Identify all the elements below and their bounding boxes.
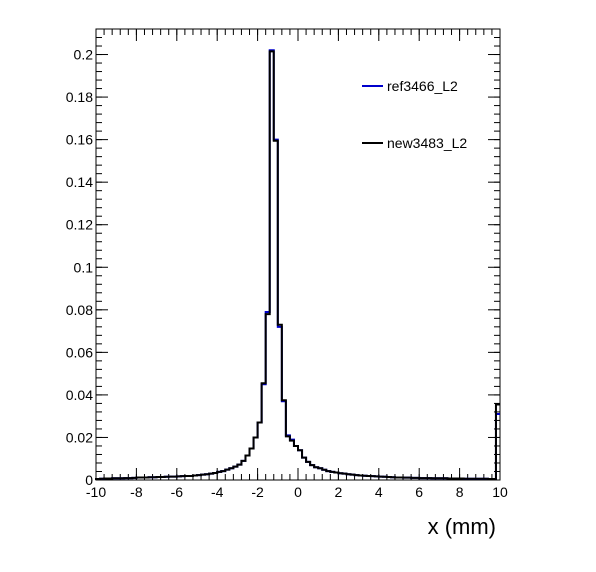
x-tick-label: 0 [294, 484, 302, 500]
legend-label: ref3466_L2 [387, 78, 458, 94]
series-line-new3483_L2 [95, 50, 500, 480]
y-tick-label: 0.12 [66, 217, 93, 233]
axis-tick-labels: -10 -8 -6 -4 -2 0 2 4 6 8 10 0 0.02 0.04 0.06 0.08 0.1 0.… [66, 47, 508, 500]
x-tick-label: 6 [415, 484, 423, 500]
y-tick-label: 0.16 [66, 132, 93, 148]
y-tick-label: 0.08 [66, 302, 93, 318]
axis-ticks [95, 28, 501, 481]
series-layer [95, 49, 500, 480]
x-tick-label: 4 [375, 484, 383, 500]
x-axis-title: x (mm) [428, 514, 496, 539]
legend: ref3466_L2 new3483_L2 [362, 78, 467, 151]
y-tick-label: 0.1 [74, 259, 94, 275]
x-tick-label: -6 [171, 484, 184, 500]
x-tick-label: 8 [456, 484, 464, 500]
x-tick-label: -4 [211, 484, 224, 500]
x-tick-label: -2 [251, 484, 264, 500]
y-tick-label: 0.02 [66, 429, 93, 445]
y-tick-label: 0.14 [66, 174, 93, 190]
y-tick-label: 0.04 [66, 387, 93, 403]
y-tick-label: 0 [85, 472, 93, 488]
x-tick-label: 10 [492, 484, 508, 500]
x-tick-label: -10 [86, 484, 106, 500]
y-tick-label: 0.06 [66, 344, 93, 360]
x-tick-label: 2 [335, 484, 343, 500]
y-tick-label: 0.2 [74, 47, 94, 63]
x-tick-label: -8 [130, 484, 143, 500]
legend-label: new3483_L2 [387, 135, 467, 151]
y-tick-label: 0.18 [66, 89, 93, 105]
